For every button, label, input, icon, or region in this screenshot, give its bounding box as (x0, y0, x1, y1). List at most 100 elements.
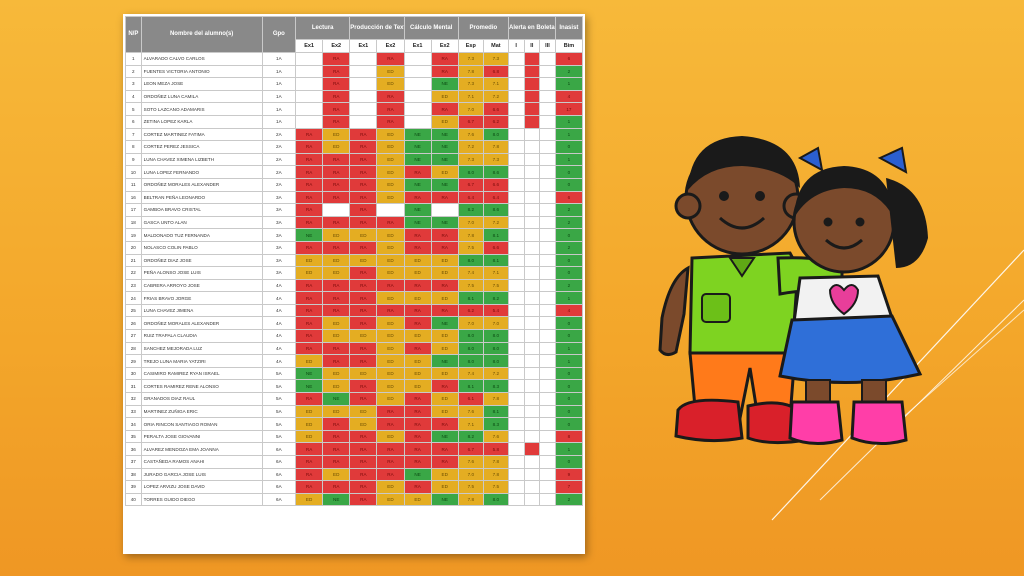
student-name-cell: PERALTA JOSE GIOVANNI (140, 429, 263, 444)
alert-cell (507, 455, 525, 469)
absences-cell: 1 (554, 354, 584, 368)
group-cell: 4A (261, 316, 297, 331)
alert-cell (523, 492, 541, 507)
esp-average-cell: 7.1 (457, 417, 484, 431)
absences-cell: 0 (554, 404, 584, 419)
prod-score-cell: ED (376, 291, 405, 305)
group-cell: 2A (261, 140, 297, 154)
alert-cell (507, 64, 525, 79)
alert-cell (539, 52, 556, 66)
group-cell: 5A (261, 404, 297, 419)
prod-score-cell: RA (376, 102, 405, 116)
calc-score-cell: RA (403, 228, 432, 242)
mat-average-cell: 8.0 (482, 329, 509, 343)
group-cell: 1A (261, 114, 297, 129)
lec-score-cell: RA (295, 341, 324, 356)
subheader-ex1: Ex1 (349, 39, 378, 53)
prod-score-cell: RA (376, 442, 405, 456)
table-row: 25 LUNA CHAVEZ JIMENA 4A RA RA RA RA RA RA 6.2 5.4… (125, 303, 584, 318)
table-row: 26 ORDOÑEZ MORALES ALEXANDER 4A RA ED RA ED RA N… (125, 316, 584, 331)
esp-average-cell: 6.7 (457, 177, 484, 192)
alert-cell (539, 77, 556, 91)
calc-score-cell: NE (430, 354, 459, 368)
esp-average-cell: 7.8 (457, 492, 484, 507)
alert-cell (539, 303, 556, 318)
prod-score-cell (349, 52, 378, 66)
alert-cell (507, 417, 525, 431)
lec-score-cell: RA (322, 303, 351, 318)
alert-cell (539, 165, 556, 179)
calc-score-cell: RA (403, 480, 432, 494)
absences-cell: 1 (554, 77, 584, 91)
calc-score-cell: RA (403, 316, 432, 331)
header-lectura: Lectura (295, 16, 351, 40)
calc-score-cell: NE (403, 215, 432, 230)
row-number-cell: 19 (125, 228, 142, 242)
calc-score-cell: RA (403, 278, 432, 293)
table-row: 36 ALVAREZ MENDOZA EMA JOANNA 6A RA RA RA RA RA… (125, 442, 584, 456)
mat-average-cell: 8.2 (482, 291, 509, 305)
alert-cell (507, 203, 525, 217)
lec-score-cell (295, 52, 324, 66)
prod-score-cell: RA (376, 467, 405, 482)
calc-score-cell: NE (430, 152, 459, 167)
calc-score-cell: RA (430, 303, 459, 318)
group-cell: 3A (261, 253, 297, 268)
row-number-cell: 21 (125, 253, 142, 268)
lec-score-cell: RA (322, 52, 351, 66)
calc-score-cell: ED (403, 366, 432, 381)
lec-score-cell: RA (295, 140, 324, 154)
alert-cell (539, 228, 556, 242)
lec-score-cell (295, 114, 324, 129)
absences-cell: 2 (554, 64, 584, 79)
calc-score-cell: ED (430, 165, 459, 179)
alert-cell (507, 467, 525, 482)
table-row: 19 MALDONADO TUZ FERNANDA 3A NE ED ED ED RA RA 7.… (125, 228, 584, 242)
calc-score-cell: RA (430, 52, 459, 66)
alert-cell (523, 140, 541, 154)
prod-score-cell: ED (376, 127, 405, 142)
calc-score-cell: NE (430, 215, 459, 230)
student-name-cell: FUENTES VICTORIA ANTONIO (140, 64, 263, 79)
lec-score-cell: ED (322, 467, 351, 482)
esp-average-cell: 7.8 (457, 64, 484, 79)
row-number-cell: 20 (125, 240, 142, 255)
absences-cell: 6 (554, 190, 584, 205)
alert-cell (539, 492, 556, 507)
group-cell: 2A (261, 165, 297, 179)
alert-cell (523, 152, 541, 167)
prod-score-cell: ED (376, 228, 405, 242)
subheader-ex2: Ex2 (376, 39, 405, 53)
prod-score-cell: RA (349, 291, 378, 305)
lec-score-cell: ED (295, 492, 324, 507)
header-alerta: Alerta en Boleta (507, 16, 556, 40)
row-number-cell: 3 (125, 77, 142, 91)
calc-score-cell: NE (430, 492, 459, 507)
prod-score-cell: ED (376, 329, 405, 343)
header-inasist: Inasist (554, 16, 584, 40)
student-name-cell: GASCA UNTO ALAN (140, 215, 263, 230)
prod-score-cell: ED (349, 253, 378, 268)
absences-cell: 1 (554, 152, 584, 167)
group-cell: 1A (261, 77, 297, 91)
mat-average-cell: 8.6 (482, 203, 509, 217)
lec-score-cell: RA (295, 303, 324, 318)
subheader-ii: II (523, 39, 541, 53)
prod-score-cell: ED (376, 492, 405, 507)
student-name-cell: ALVARADO CALVO CARLOS (140, 52, 263, 66)
table-row: 3 LEON MEZA JOSE 1A RA ED NE 7.3 7.1 1 (125, 77, 584, 91)
prod-score-cell: ED (376, 190, 405, 205)
row-number-cell: 32 (125, 392, 142, 406)
prod-score-cell (349, 102, 378, 116)
row-number-cell: 1 (125, 52, 142, 66)
header-np: N/P (125, 16, 142, 53)
group-cell: 5A (261, 379, 297, 394)
mat-average-cell: 8.0 (482, 492, 509, 507)
absences-cell: 0 (554, 140, 584, 154)
esp-average-cell: 8.2 (457, 203, 484, 217)
row-number-cell: 9 (125, 152, 142, 167)
row-number-cell: 37 (125, 455, 142, 469)
calc-score-cell: RA (403, 341, 432, 356)
group-cell: 3A (261, 190, 297, 205)
